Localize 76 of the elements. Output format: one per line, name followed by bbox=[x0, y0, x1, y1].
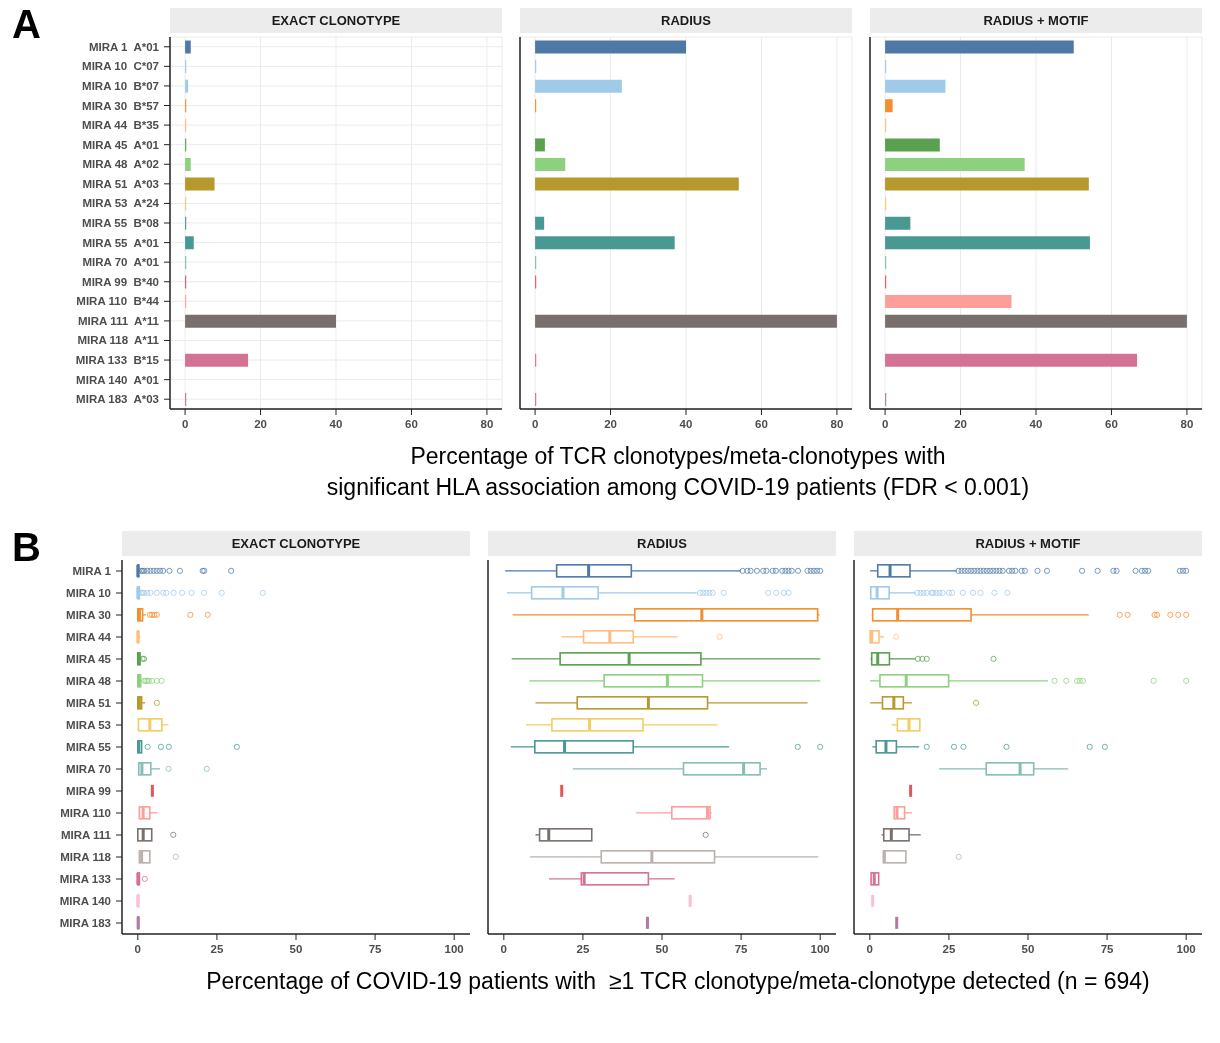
x-tick-label: 20 bbox=[604, 418, 617, 430]
x-tick-label: 25 bbox=[576, 943, 590, 956]
x-tick-label: 60 bbox=[755, 418, 768, 430]
x-tick-label: 40 bbox=[679, 418, 693, 430]
x-tick-label: 60 bbox=[1105, 418, 1118, 430]
y-tick-label: MIRA 48 A*02 bbox=[82, 158, 159, 171]
x-tick-label: 0 bbox=[531, 418, 539, 430]
x-tick-label: 80 bbox=[480, 418, 494, 430]
y-tick-label: MIRA 70 bbox=[66, 763, 111, 776]
y-tick-label: MIRA 70 A*01 bbox=[82, 256, 160, 269]
y-tick-label: MIRA 1 A*01 bbox=[88, 40, 160, 53]
x-tick-label: 75 bbox=[1100, 943, 1115, 956]
y-tick-label: MIRA 183 A*03 bbox=[76, 393, 159, 406]
x-tick-label: 50 bbox=[655, 943, 669, 956]
y-tick-label: MIRA 140 A*01 bbox=[76, 373, 160, 386]
y-tick-label: MIRA 133 B*15 bbox=[75, 354, 160, 367]
y-tick-label: MIRA 55 bbox=[66, 741, 112, 754]
x-tick-label: 20 bbox=[954, 418, 967, 430]
y-tick-label: MIRA 45 bbox=[66, 653, 112, 666]
y-tick-label: MIRA 51 bbox=[66, 697, 112, 710]
x-tick-label: 75 bbox=[368, 943, 383, 956]
x-tick-label: 75 bbox=[734, 943, 749, 956]
y-tick-label: MIRA 30 B*57 bbox=[82, 99, 159, 112]
chart-title: RADIUS bbox=[520, 8, 852, 33]
y-tick-label: MIRA 133 bbox=[59, 873, 111, 886]
chart-title: RADIUS + MOTIF bbox=[854, 531, 1202, 557]
y-tick-label: MIRA 118 A*11 bbox=[77, 334, 160, 347]
y-tick-label: MIRA 51 A*03 bbox=[82, 177, 159, 190]
x-tick-label: 40 bbox=[329, 418, 343, 430]
y-tick-label: MIRA 30 bbox=[66, 609, 111, 622]
y-tick-label: MIRA 55 A*01 bbox=[82, 236, 160, 249]
x-axis-title: Percentage of COVID-19 patients with ≥1 TCR clonotype/meta-clonotype detected (n = 694) bbox=[205, 967, 1151, 997]
y-tick-label: MIRA 44 B*35 bbox=[82, 119, 160, 132]
y-tick-label: MIRA 99 bbox=[66, 785, 111, 798]
y-tick-label: MIRA 110 B*44 bbox=[76, 295, 160, 308]
x-tick-label: 100 bbox=[444, 943, 464, 956]
chart-title: EXACT CLONOTYPE bbox=[122, 531, 470, 557]
x-tick-label: 0 bbox=[866, 943, 874, 956]
x-tick-label: 0 bbox=[134, 943, 142, 956]
y-tick-label: MIRA 48 bbox=[66, 675, 112, 688]
chart-title: RADIUS bbox=[488, 531, 836, 557]
x-axis-title: Percentage of TCR clonotypes/meta-clonotypes with significant HLA association among COVID-19 patients (FDR < 0.001) bbox=[325, 442, 1031, 503]
y-tick-label: MIRA 53 bbox=[66, 719, 111, 732]
y-tick-label: MIRA 140 bbox=[59, 895, 111, 908]
y-tick-label: MIRA 45 A*01 bbox=[82, 138, 160, 151]
x-tick-label: 20 bbox=[254, 418, 267, 430]
y-tick-label: MIRA 118 bbox=[60, 851, 112, 864]
x-tick-label: 60 bbox=[405, 418, 418, 430]
y-tick-label: MIRA 110 bbox=[60, 807, 111, 820]
y-tick-label: MIRA 55 B*08 bbox=[82, 217, 160, 229]
y-tick-label: MIRA 44 bbox=[66, 631, 112, 644]
x-tick-label: 80 bbox=[1180, 418, 1194, 430]
y-tick-label: MIRA 183 bbox=[59, 917, 111, 930]
y-tick-label: MIRA 53 A*24 bbox=[82, 197, 160, 210]
y-tick-label: MIRA 111 A*11 bbox=[78, 314, 160, 327]
y-tick-label: MIRA 1 bbox=[72, 565, 112, 578]
text: B bbox=[12, 525, 41, 570]
x-tick-label: 25 bbox=[210, 943, 224, 956]
x-tick-label: 100 bbox=[1176, 943, 1196, 956]
x-tick-label: 0 bbox=[500, 943, 508, 956]
text: A bbox=[12, 2, 41, 46]
x-tick-label: 25 bbox=[942, 943, 956, 956]
x-tick-label: 0 bbox=[881, 418, 889, 430]
x-tick-label: 80 bbox=[830, 418, 844, 430]
y-tick-label: MIRA 10 B*07 bbox=[82, 79, 159, 92]
chart-title: EXACT CLONOTYPE bbox=[170, 8, 502, 33]
chart-title: RADIUS + MOTIF bbox=[870, 8, 1202, 33]
x-tick-label: 0 bbox=[181, 418, 189, 430]
y-tick-label: MIRA 111 bbox=[60, 829, 112, 842]
x-tick-label: 100 bbox=[810, 943, 830, 956]
y-tick-label: MIRA 10 C*07 bbox=[82, 60, 159, 73]
y-tick-label: MIRA 10 bbox=[66, 587, 111, 600]
x-tick-label: 50 bbox=[1021, 943, 1035, 956]
x-tick-label: 40 bbox=[1029, 418, 1043, 430]
x-tick-label: 50 bbox=[289, 943, 303, 956]
y-tick-label: MIRA 99 B*40 bbox=[82, 275, 159, 288]
